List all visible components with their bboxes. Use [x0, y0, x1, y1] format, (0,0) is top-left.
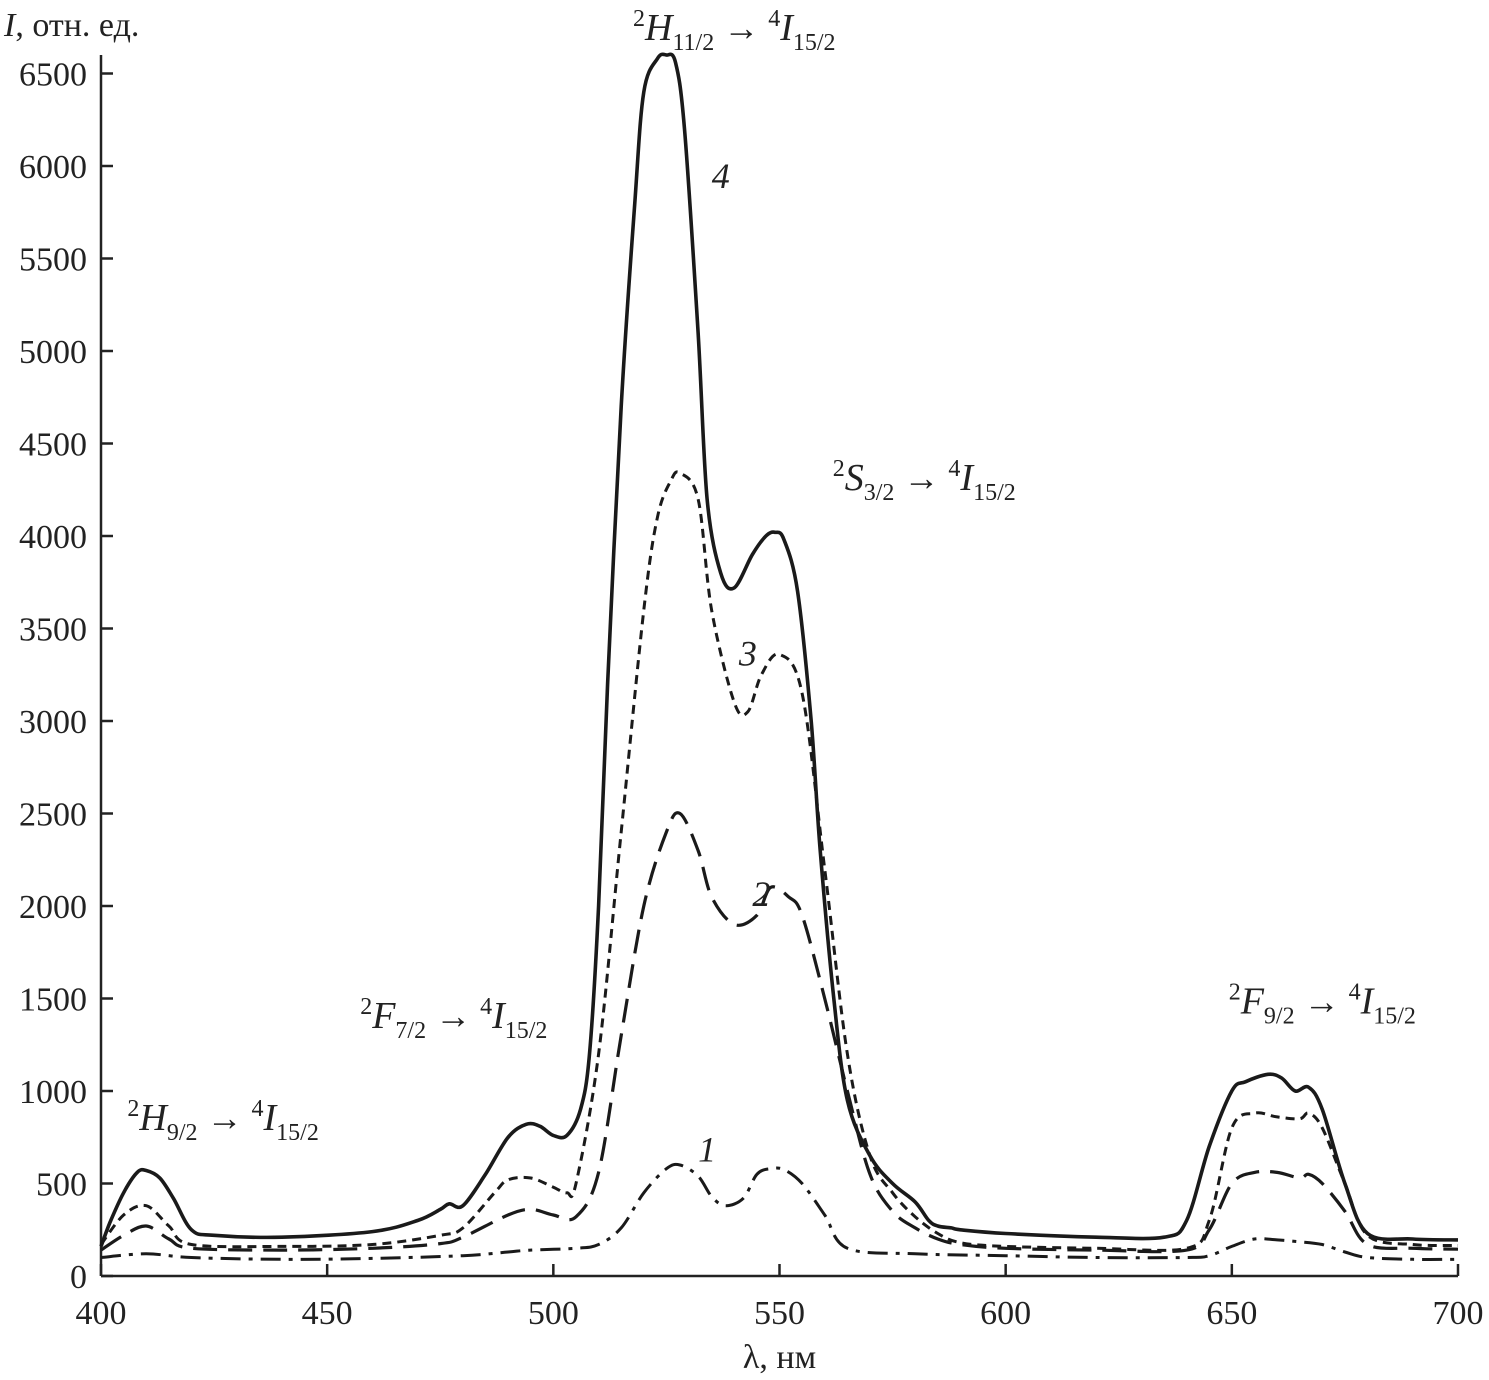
x-tick-label: 700 — [1433, 1295, 1484, 1332]
transition-to-symbol: I — [779, 7, 795, 49]
transition-from-sub: 9/2 — [1264, 1003, 1295, 1029]
transition-to-sup: 4 — [1349, 979, 1361, 1005]
y-tick-label: 0 — [70, 1259, 87, 1296]
y-tick-label: 3500 — [19, 612, 87, 649]
x-axis-title: λ, нм — [743, 1339, 816, 1376]
y-axis-title: I, отн. ед. — [3, 7, 139, 44]
series-line-3 — [99, 470, 1459, 1252]
series-line-4 — [99, 52, 1459, 1248]
transition-to-sub: 15/2 — [1373, 1003, 1416, 1029]
transition-to-symbol: I — [263, 1097, 279, 1139]
transition-to-symbol: I — [491, 995, 507, 1037]
transition-arrow: → — [426, 996, 480, 1036]
transition-to-sub: 15/2 — [973, 480, 1016, 506]
transition-label-5: 2F9/2 → 4I15/2 — [1229, 979, 1416, 1029]
transition-to-sub: 15/2 — [793, 30, 836, 56]
transition-arrow: → — [714, 8, 768, 48]
y-axis-symbol: I — [3, 7, 17, 44]
transition-from-sub: 9/2 — [167, 1120, 198, 1146]
y-tick-label: 5000 — [19, 334, 87, 371]
transition-label-1: 2H11/2 → 4I15/2 — [633, 6, 836, 56]
x-tick-label: 650 — [1206, 1295, 1257, 1332]
y-tick-label: 2500 — [19, 797, 87, 834]
curve-label-4: 4 — [712, 156, 730, 196]
transition-from-symbol: F — [371, 995, 396, 1037]
y-tick-label: 500 — [36, 1167, 87, 1204]
axes: 400 450 500 550 600 650 7000500100015002000250… — [3, 7, 1484, 1376]
x-tick-label: 450 — [302, 1295, 353, 1332]
transition-label-4: 2H9/2 → 4I15/2 — [127, 1096, 318, 1146]
transition-from-symbol: F — [1240, 980, 1265, 1022]
transition-from-sup: 2 — [833, 456, 845, 482]
transition-arrow: → — [198, 1098, 252, 1138]
series-line-1 — [100, 1162, 1459, 1261]
transition-from-sup: 2 — [360, 994, 372, 1020]
x-tick-label: 600 — [980, 1295, 1031, 1332]
transition-arrow: → — [1295, 981, 1349, 1021]
y-tick-label: 5500 — [19, 242, 87, 279]
y-tick-label: 1500 — [19, 982, 87, 1019]
transition-to-sup: 4 — [252, 1096, 264, 1122]
transition-arrow: → — [894, 458, 948, 498]
transition-label-3: 2F7/2 → 4I15/2 — [360, 994, 547, 1044]
y-axis-unit: , отн. ед. — [15, 7, 139, 44]
x-tick-label: 500 — [528, 1295, 579, 1332]
y-tick-label: 4500 — [19, 427, 87, 464]
transition-to-sup: 4 — [948, 456, 960, 482]
transition-from-symbol: S — [845, 457, 864, 499]
transition-to-sup: 4 — [768, 6, 780, 32]
x-tick-label: 550 — [754, 1295, 805, 1332]
transition-from-symbol: H — [644, 7, 675, 49]
transition-from-sup: 2 — [633, 6, 645, 32]
curve-label-2: 2 — [752, 874, 770, 914]
y-tick-label: 6500 — [19, 57, 87, 94]
y-tick-label: 2000 — [19, 889, 87, 926]
transition-to-sub: 15/2 — [505, 1018, 548, 1044]
curve-label-1: 1 — [698, 1129, 716, 1169]
y-tick-label: 3000 — [19, 704, 87, 741]
series-line-2 — [100, 811, 1459, 1254]
transition-to-symbol: I — [959, 457, 975, 499]
transition-from-sub: 3/2 — [864, 480, 895, 506]
transition-from-sup: 2 — [127, 1096, 139, 1122]
transition-from-symbol: H — [138, 1097, 169, 1139]
curve-label-3: 3 — [738, 634, 757, 674]
transition-from-sup: 2 — [1229, 979, 1241, 1005]
transition-to-sup: 4 — [480, 994, 492, 1020]
y-tick-label: 6000 — [19, 149, 87, 186]
x-tick-label: 400 — [76, 1295, 127, 1332]
y-tick-label: 4000 — [19, 519, 87, 556]
transition-to-symbol: I — [1360, 980, 1376, 1022]
series-layer — [99, 52, 1459, 1261]
transition-from-sub: 7/2 — [395, 1018, 426, 1044]
y-tick-label: 1000 — [19, 1074, 87, 1111]
transition-label-2: 2S3/2 → 4I15/2 — [833, 456, 1016, 506]
transition-from-sub: 11/2 — [672, 30, 714, 56]
transition-to-sub: 15/2 — [276, 1120, 319, 1146]
